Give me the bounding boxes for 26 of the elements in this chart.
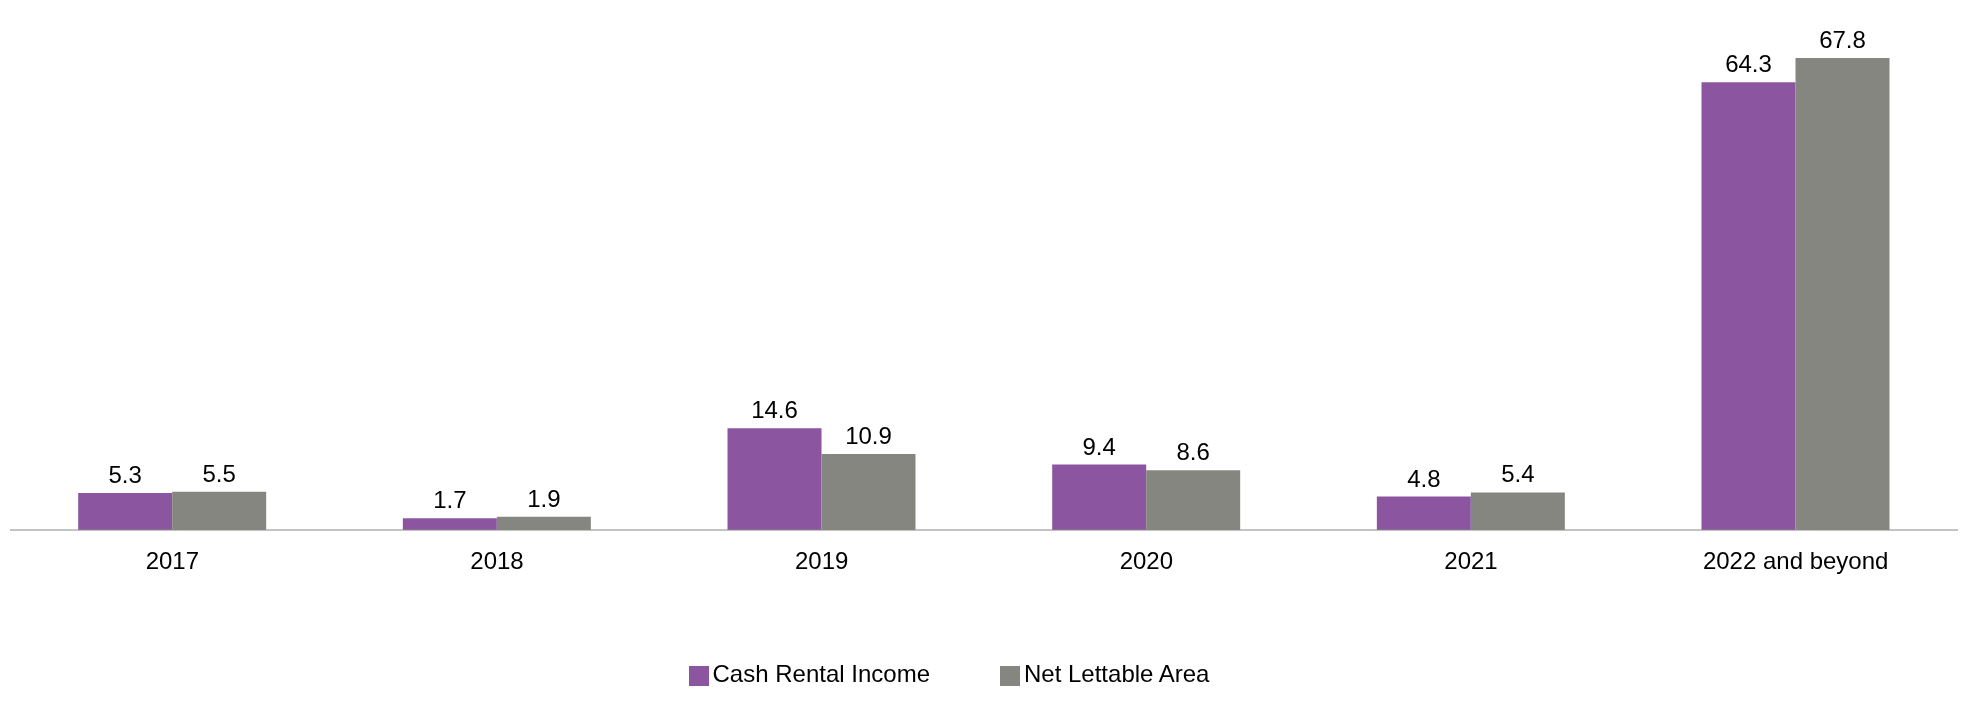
bar [402,518,497,530]
legend-label: Cash Rental Income [712,660,930,687]
x-tick-label: 2020 [1119,547,1174,575]
legend-label: Net Lettable Area [1023,660,1210,687]
data-label: 64.3 [1725,50,1772,78]
bar [727,428,822,530]
x-tick-label: 2022 and beyond [1702,547,1889,575]
x-tick-label: 2019 [794,547,849,575]
data-label: 1.7 [433,486,467,514]
data-label: 4.8 [1407,464,1441,492]
data-label: 8.6 [1176,438,1210,466]
data-label: 1.9 [527,484,561,512]
bar [1376,496,1471,530]
x-tick-label: 2017 [145,547,200,575]
data-label: 67.8 [1819,26,1866,53]
bar [1701,82,1796,530]
bar [78,493,173,530]
bar [1052,464,1147,530]
data-label: 5.3 [108,461,142,489]
data-label: 10.9 [845,422,892,450]
x-tick-label: 2021 [1444,547,1498,575]
data-label: 5.5 [202,459,236,487]
x-tick-label: 2018 [470,547,524,575]
data-label: 9.4 [1082,432,1116,460]
data-label: 5.4 [1501,460,1535,488]
data-label: 14.6 [751,396,798,424]
